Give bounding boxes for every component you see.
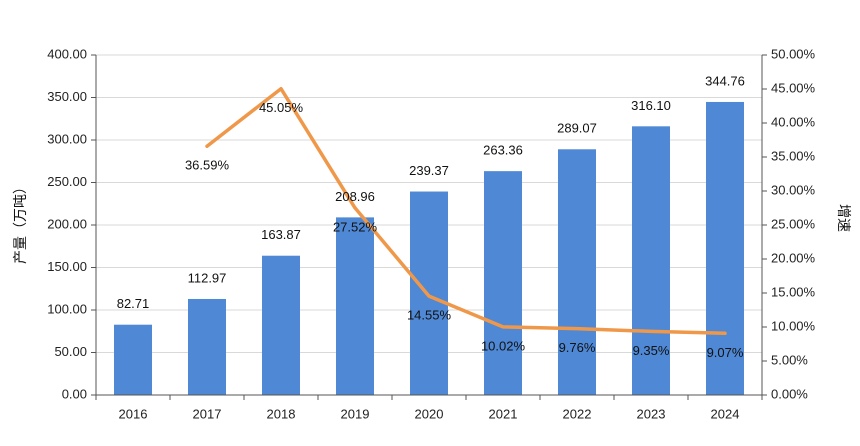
- x-tick-label: 2022: [563, 406, 592, 421]
- bar: [114, 324, 152, 395]
- x-tick-label: 2017: [193, 406, 222, 421]
- y-tick-label: 400.00: [47, 46, 87, 61]
- x-tick-label: 2019: [341, 406, 370, 421]
- line-value-label: 45.05%: [259, 100, 304, 115]
- y-tick-label: 250.00: [47, 174, 87, 189]
- y-tick-label: 200.00: [47, 216, 87, 231]
- y2-tick-label: 35.00%: [771, 148, 816, 163]
- bar: [706, 101, 744, 395]
- line-value-label: 10.02%: [481, 338, 526, 353]
- line-point: [575, 327, 579, 331]
- x-tick-label: 2021: [489, 406, 518, 421]
- bar-value-label: 163.87: [261, 227, 301, 242]
- x-tick-label: 2016: [119, 406, 148, 421]
- bar: [558, 149, 596, 395]
- bar-value-label: 344.76: [705, 73, 745, 88]
- y2-tick-label: 20.00%: [771, 250, 816, 265]
- y2-tick-label: 25.00%: [771, 216, 816, 231]
- bar: [336, 217, 374, 395]
- y2-tick-label: 40.00%: [771, 114, 816, 129]
- bar: [262, 255, 300, 395]
- y-tick-label: 350.00: [47, 89, 87, 104]
- bar-value-label: 82.71: [117, 296, 150, 311]
- y2-tick-label: 5.00%: [771, 352, 808, 367]
- line-value-label: 9.07%: [707, 345, 744, 360]
- bar-value-label: 112.97: [188, 270, 227, 285]
- bar-value-label: 289.07: [557, 121, 597, 136]
- y2-tick-label: 10.00%: [771, 318, 816, 333]
- x-tick-label: 2024: [711, 406, 740, 421]
- line-point: [205, 144, 209, 148]
- x-tick-label: 2020: [415, 406, 444, 421]
- line-value-label: 36.59%: [185, 158, 230, 173]
- data-labels: 82.71 112.97 163.87 208.96 239.37 263.36 289.0…: [117, 73, 745, 359]
- y-axis-title: 产量（万吨）: [13, 180, 29, 264]
- line-point: [279, 87, 283, 91]
- bar: [484, 171, 522, 395]
- y-tick-label: 150.00: [47, 259, 87, 274]
- line-point: [649, 329, 653, 333]
- x-tick-label: 2023: [637, 406, 666, 421]
- y-tick-label: 100.00: [47, 301, 87, 316]
- y2-tick-label: 15.00%: [771, 284, 816, 299]
- bar-series: [114, 101, 744, 395]
- bar: [188, 298, 226, 395]
- y-tick-label: 50.00: [54, 344, 87, 359]
- y-tick-label: 0.00: [62, 386, 87, 401]
- line-value-label: 14.55%: [407, 307, 452, 322]
- y2-tick-label: 30.00%: [771, 182, 816, 197]
- bar-value-label: 263.36: [483, 143, 523, 158]
- bar-value-label: 316.10: [631, 98, 671, 113]
- growth-line: [205, 86, 727, 336]
- line-value-label: 9.76%: [559, 340, 596, 355]
- bar-value-label: 208.96: [335, 189, 375, 204]
- y2-axis-title: 增速: [835, 204, 851, 232]
- x-tick-label: 2018: [267, 406, 296, 421]
- y2-tick-label: 50.00%: [771, 46, 816, 61]
- line-value-label: 9.35%: [633, 343, 670, 358]
- bar: [410, 191, 448, 395]
- y-tick-label: 300.00: [47, 131, 87, 146]
- y2-tick-label: 0.00%: [771, 386, 808, 401]
- bar-value-label: 239.37: [409, 163, 449, 178]
- axes: 0.00 50.00 100.00 150.00 200.00 250.00 300.00 3…: [47, 46, 815, 421]
- y2-tick-label: 45.00%: [771, 80, 816, 95]
- bar: [632, 126, 670, 395]
- growth-line-series: [205, 86, 727, 336]
- line-point: [723, 331, 727, 335]
- line-value-label: 27.52%: [333, 219, 378, 234]
- line-point: [353, 206, 357, 210]
- line-point: [427, 294, 431, 298]
- line-point: [501, 325, 505, 329]
